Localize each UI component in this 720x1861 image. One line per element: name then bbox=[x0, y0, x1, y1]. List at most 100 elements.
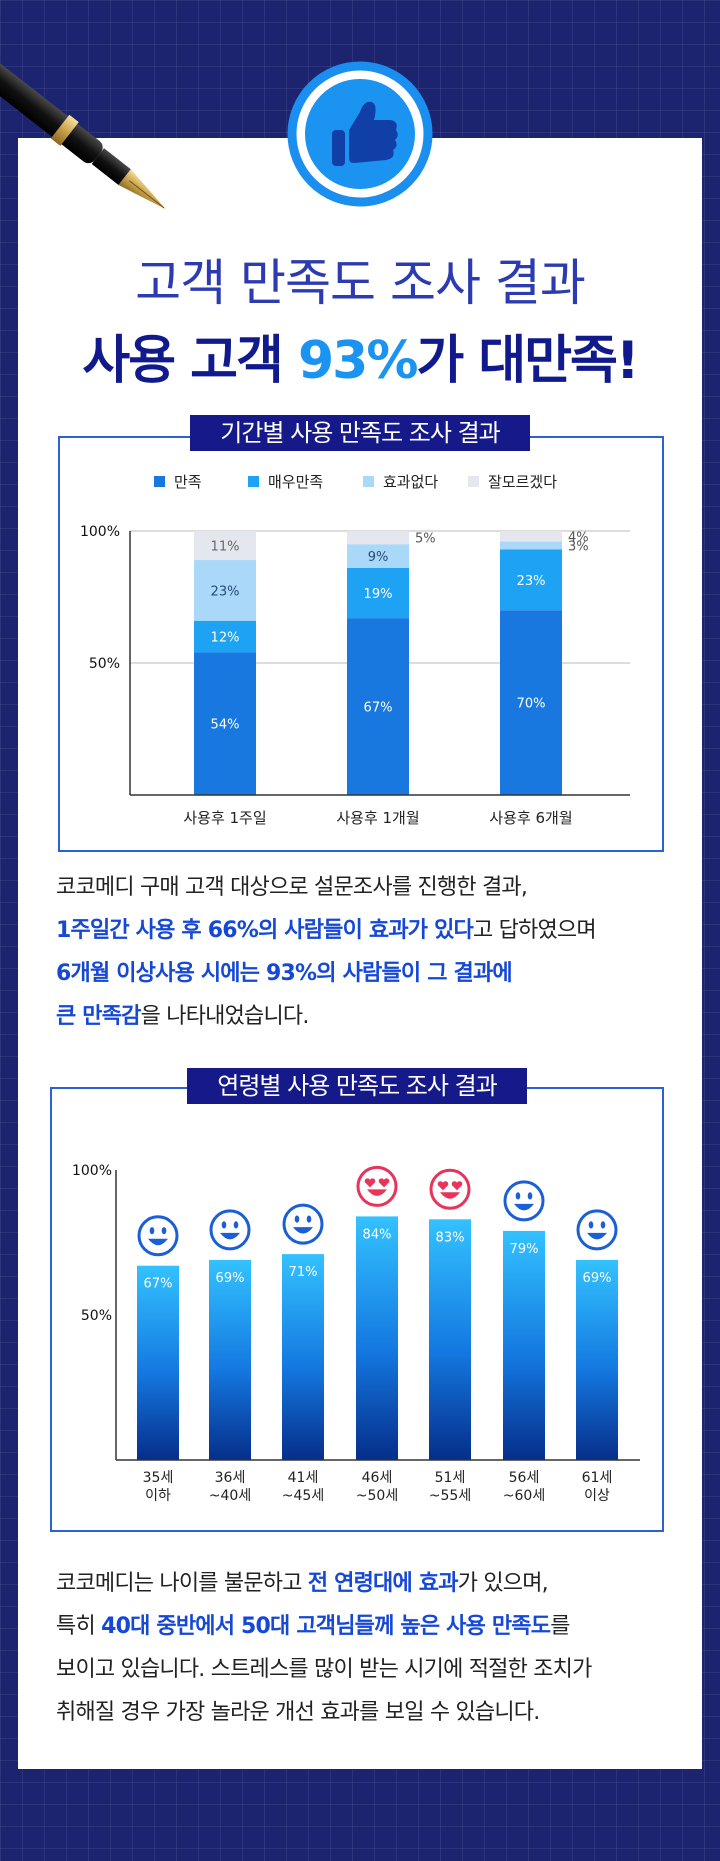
bar-label: 71% bbox=[289, 1265, 318, 1280]
age-bar bbox=[282, 1254, 324, 1460]
bar-label: 69% bbox=[216, 1271, 245, 1286]
legend-label: 매우만족 bbox=[268, 473, 323, 491]
bar-label: 11% bbox=[211, 540, 240, 555]
description-highlight: 큰 만족감 bbox=[56, 1004, 141, 1029]
bar-label: 69% bbox=[583, 1271, 612, 1286]
x-tick-label: 이상 bbox=[584, 1488, 610, 1504]
age-chart-title: 연령별 사용 만족도 조사 결과 bbox=[187, 1068, 527, 1104]
y-tick-label: 50% bbox=[81, 1308, 112, 1324]
description-line: 특히 40대 중반에서 50대 고객님들께 높은 사용 만족도를 bbox=[56, 1605, 592, 1648]
bar-label: 54% bbox=[211, 718, 240, 733]
heart-eyes-face-icon bbox=[356, 1165, 398, 1207]
x-tick-label: 56세 bbox=[509, 1470, 540, 1486]
bar-label: 9% bbox=[368, 550, 389, 565]
bar-segment bbox=[194, 560, 256, 621]
age-bar bbox=[356, 1216, 398, 1460]
age-bar bbox=[429, 1219, 471, 1460]
description-text: 을 나타내었습니다. bbox=[140, 1004, 310, 1029]
description-highlight: 6개월 이상사용 시에는 93%의 사람들이 그 결과에 bbox=[56, 961, 513, 986]
description-text: 보이고 있습니다. 스트레스를 많이 받는 시기에 적절한 조치가 bbox=[56, 1657, 592, 1682]
period-chart-title: 기간별 사용 만족도 조사 결과 bbox=[190, 415, 530, 451]
x-tick-label: 36세 bbox=[215, 1470, 246, 1486]
age-bar bbox=[209, 1259, 251, 1460]
y-tick-label: 50% bbox=[89, 656, 120, 672]
x-tick-label: 46세 bbox=[362, 1470, 393, 1486]
x-tick-label: 사용후 1개월 bbox=[336, 809, 419, 827]
x-tick-label: ~50세 bbox=[356, 1488, 398, 1504]
smile-face-icon bbox=[503, 1180, 545, 1222]
bar-label: 83% bbox=[436, 1230, 465, 1245]
description-line: 취해질 경우 가장 놀라운 개선 효과를 보일 수 있습니다. bbox=[56, 1691, 592, 1734]
description-line: 큰 만족감을 나타내었습니다. bbox=[56, 995, 596, 1038]
period-chart: 만족 매우만족 효과없다 잘모르겠다 100% 50% 54% 12% 23% 11% 사용후 1주… bbox=[80, 473, 630, 827]
bar-segment bbox=[347, 531, 409, 545]
age-bar bbox=[137, 1265, 179, 1460]
x-tick-label: 35세 bbox=[143, 1470, 174, 1486]
age-description: 코코메디는 나이를 불문하고 전 연령대에 효과가 있으며, 특히 40대 중반에… bbox=[56, 1562, 592, 1734]
smile-face-icon bbox=[576, 1209, 618, 1251]
bar-label: 12% bbox=[211, 631, 240, 646]
x-tick-label: ~40세 bbox=[209, 1488, 251, 1504]
legend-swatch bbox=[468, 476, 479, 487]
bar-label: 19% bbox=[364, 587, 393, 602]
y-tick-label: 100% bbox=[72, 1163, 112, 1179]
description-text: 코코메디 구매 고객 대상으로 설문조사를 진행한 결과, bbox=[56, 875, 528, 900]
description-text: 코코메디는 나이를 불문하고 bbox=[56, 1571, 308, 1596]
page-subtitle: 사용 고객 93%가 대만족! bbox=[0, 318, 720, 393]
bar-segment bbox=[347, 544, 409, 568]
description-highlight: 40대 중반에서 50대 고객님들께 높은 사용 만족도 bbox=[101, 1614, 551, 1639]
x-tick-label: 사용후 6개월 bbox=[489, 809, 572, 827]
description-line: 1주일간 사용 후 66%의 사람들이 효과가 있다고 답하였으며 bbox=[56, 909, 597, 952]
bar-label: 3% bbox=[568, 540, 589, 555]
description-highlight: 1주일간 사용 후 66%의 사람들이 효과가 있다 bbox=[56, 918, 474, 943]
description-text: 취해질 경우 가장 놀라운 개선 효과를 보일 수 있습니다. bbox=[56, 1700, 540, 1725]
y-tick-label: 100% bbox=[80, 524, 120, 540]
bar-segment bbox=[194, 531, 256, 561]
age-bar bbox=[503, 1230, 545, 1460]
bar-label: 67% bbox=[144, 1277, 173, 1292]
subtitle-highlight: 93% bbox=[297, 331, 418, 391]
description-line: 보이고 있습니다. 스트레스를 많이 받는 시기에 적절한 조치가 bbox=[56, 1648, 592, 1691]
heart-eyes-face-icon bbox=[429, 1168, 471, 1210]
x-tick-label: ~45세 bbox=[282, 1488, 324, 1504]
bar-label: 67% bbox=[364, 701, 393, 716]
legend-label: 만족 bbox=[174, 473, 202, 491]
x-tick-label: 41세 bbox=[288, 1470, 319, 1486]
x-tick-label: 51세 bbox=[435, 1470, 466, 1486]
bar-segment bbox=[194, 620, 256, 653]
description-text: 특히 bbox=[56, 1614, 102, 1639]
bar-segment bbox=[347, 618, 409, 795]
x-tick-label: 이하 bbox=[145, 1488, 171, 1504]
bar-segment bbox=[500, 610, 562, 795]
legend-swatch bbox=[248, 476, 259, 487]
legend-label: 잘모르겠다 bbox=[488, 473, 557, 491]
bar-segment bbox=[500, 541, 562, 550]
smile-face-icon bbox=[137, 1215, 179, 1257]
bar-segment bbox=[500, 531, 562, 542]
bar-label: 70% bbox=[517, 697, 546, 712]
description-text: 를 bbox=[550, 1614, 570, 1639]
description-line: 코코메디 구매 고객 대상으로 설문조사를 진행한 결과, bbox=[56, 866, 596, 909]
bar-segment bbox=[194, 652, 256, 795]
bar-label: 79% bbox=[510, 1242, 539, 1257]
bar-segment bbox=[347, 567, 409, 619]
bar-label: 23% bbox=[211, 584, 240, 599]
subtitle-prefix: 사용 고객 bbox=[82, 331, 298, 391]
page-title: 고객 만족도 조사 결과 bbox=[135, 254, 586, 312]
x-tick-label: ~60세 bbox=[503, 1488, 545, 1504]
smile-face-icon bbox=[209, 1209, 251, 1251]
bar-label: 84% bbox=[363, 1227, 392, 1242]
bar-label: 23% bbox=[517, 574, 546, 589]
description-line: 6개월 이상사용 시에는 93%의 사람들이 그 결과에 bbox=[56, 952, 596, 995]
legend-label: 효과없다 bbox=[383, 473, 438, 491]
fountain-pen-icon bbox=[0, 56, 166, 210]
x-tick-label: 사용후 1주일 bbox=[183, 809, 266, 827]
bar-label: 5% bbox=[415, 532, 436, 547]
description-highlight: 전 연령대에 효과 bbox=[307, 1571, 459, 1596]
description-text: 가 있으며, bbox=[457, 1571, 549, 1596]
age-bar bbox=[576, 1259, 618, 1460]
x-tick-label: 61세 bbox=[582, 1470, 613, 1486]
smile-face-icon bbox=[282, 1203, 324, 1245]
thumbs-up-icon bbox=[287, 61, 433, 207]
